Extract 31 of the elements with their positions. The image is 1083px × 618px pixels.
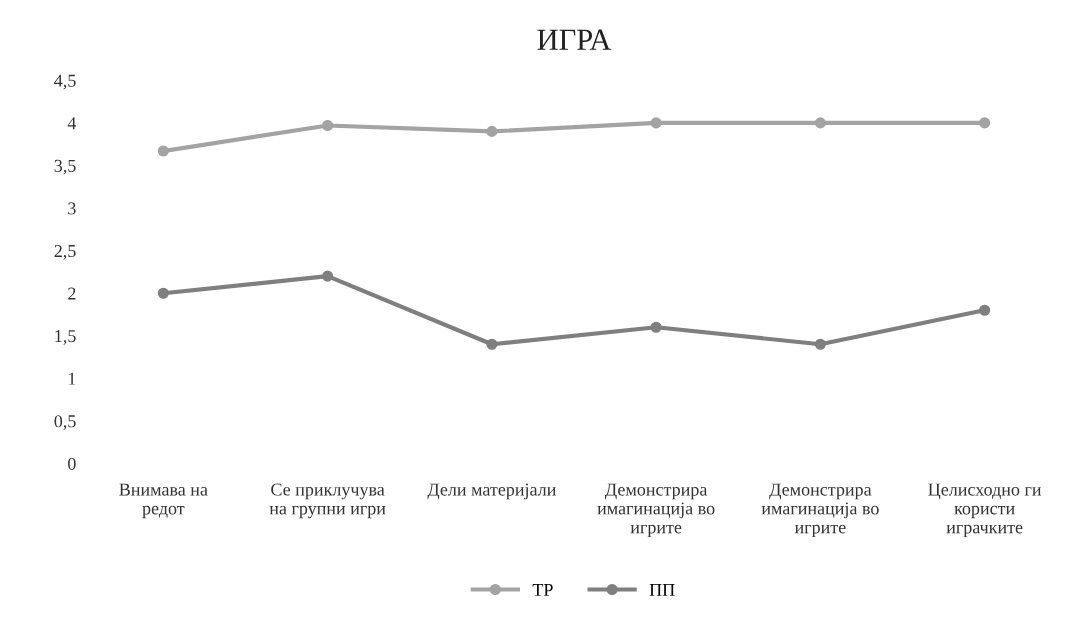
legend-label: ТР: [532, 584, 553, 596]
point: [322, 270, 334, 282]
y-tick-label: 1: [68, 372, 76, 385]
x-tick-label: Демонстрира имагинација во игрите: [761, 483, 879, 538]
legend-label: ПП: [649, 584, 675, 596]
point: [650, 117, 662, 129]
point: [979, 304, 991, 316]
x-tick-label: Демонстрира имагинација во игрите: [597, 483, 715, 538]
point: [157, 145, 169, 157]
y-tick-label: 0: [68, 457, 76, 470]
x-tick-label: Целисходно ги користи играчките: [928, 483, 1042, 538]
x-tick-label: Дели материјали: [427, 483, 556, 500]
point: [650, 321, 662, 333]
chart-title: ИГРА: [537, 29, 612, 50]
y-tick-label: 1,5: [55, 330, 76, 345]
point: [157, 287, 169, 299]
y-tick-label: 3,5: [54, 159, 76, 175]
y-tick-label: 0,5: [54, 415, 76, 430]
y-tick-label: 2: [68, 287, 76, 300]
point: [486, 338, 498, 350]
y-tick-label: 4,5: [54, 74, 76, 90]
x-tick-label: Внимава на редот: [119, 483, 208, 519]
y-tick-label: 3: [68, 202, 76, 215]
point: [814, 338, 826, 350]
point: [979, 117, 991, 129]
x-tick-label: Се приклучува на групни игри: [269, 483, 386, 519]
y-tick-label: 2,5: [54, 244, 76, 260]
point: [486, 125, 498, 137]
point: [814, 117, 826, 129]
y-tick-label: 4: [67, 117, 77, 130]
point: [322, 119, 334, 132]
